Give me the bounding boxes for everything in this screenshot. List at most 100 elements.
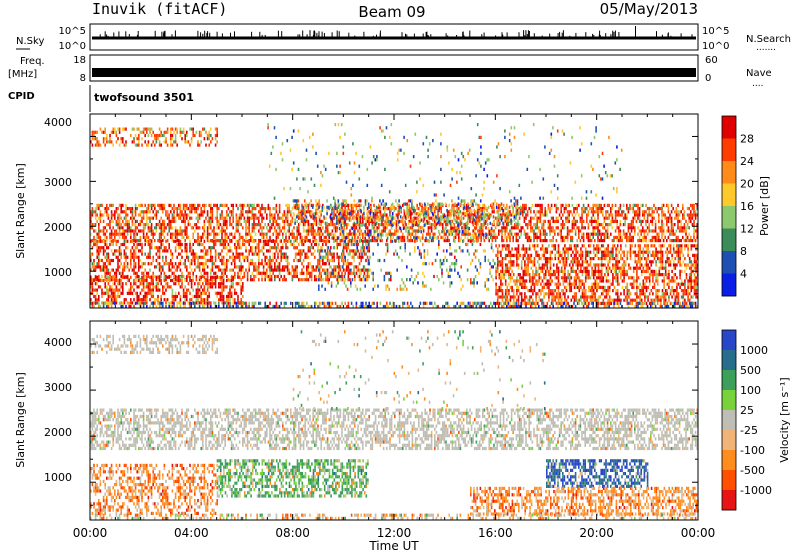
power-cell (263, 243, 265, 246)
power-cell (132, 246, 134, 249)
power-cell (136, 226, 138, 229)
power-cell (594, 204, 596, 207)
power-cell (136, 298, 138, 301)
power-cell (141, 272, 143, 275)
power-cell (176, 269, 178, 272)
power-cell (276, 220, 278, 223)
power-cell (548, 220, 550, 223)
power-cell (524, 247, 526, 250)
power-cell (581, 233, 583, 236)
power-cell (213, 233, 215, 236)
power-cell (180, 269, 182, 272)
power-cell (502, 263, 504, 266)
power-cell (204, 262, 206, 265)
power-cell (135, 246, 137, 249)
power-cell (162, 285, 164, 288)
power-cell (170, 253, 172, 256)
power-cell (384, 226, 386, 229)
power-cell (221, 262, 223, 265)
power-cell (178, 253, 180, 256)
power-cell (610, 207, 612, 210)
power-cell (135, 249, 137, 252)
power-cell (116, 207, 118, 210)
power-cell (538, 217, 540, 220)
power-cell (612, 217, 614, 220)
power-cell (330, 233, 332, 236)
power-cell (168, 265, 170, 268)
power-cell (530, 210, 532, 213)
power-cell (599, 210, 601, 213)
power-cell (507, 244, 509, 247)
power-cell (162, 239, 164, 242)
power-cell (585, 260, 587, 263)
power-cell (535, 283, 537, 286)
power-cell (101, 229, 103, 232)
power-cell (266, 217, 268, 220)
power-cell (564, 286, 566, 289)
power-cell (504, 229, 506, 232)
power-cell (524, 254, 526, 257)
power-cell (497, 263, 499, 266)
power-cell (582, 251, 584, 254)
power-cell (226, 213, 228, 216)
power-cell (223, 295, 225, 298)
power-cell (666, 204, 668, 207)
power-cell (266, 249, 268, 252)
power-cell (458, 239, 460, 242)
power-cell (252, 262, 254, 265)
power-cell (308, 229, 310, 232)
power-cell (325, 243, 327, 246)
power-cell (566, 251, 568, 254)
power-cell (547, 263, 549, 266)
power-cell (143, 272, 145, 275)
power-cell (288, 204, 290, 207)
power-cell (180, 259, 182, 262)
power-cell (442, 226, 444, 229)
power-cell (98, 298, 100, 301)
power-cell (248, 204, 250, 207)
power-cell (175, 229, 177, 232)
power-cell (296, 275, 298, 278)
power-cell (497, 267, 499, 270)
power-cell (276, 210, 278, 213)
power-cell (168, 285, 170, 288)
power-cell (410, 233, 412, 236)
power-cell (152, 279, 154, 282)
power-cell (367, 275, 369, 278)
power-cell (597, 210, 599, 213)
power-cell (620, 233, 622, 236)
power-cell (133, 282, 135, 285)
power-cell (111, 249, 113, 252)
power-cell (293, 272, 295, 275)
power-cell (508, 270, 510, 273)
power-cell (207, 298, 209, 301)
power-cell (143, 275, 145, 278)
power-cell (573, 223, 575, 226)
power-cell (104, 236, 106, 239)
power-cell (629, 233, 631, 236)
power-cell (280, 275, 282, 278)
power-cell (549, 226, 551, 229)
power-cell (226, 223, 228, 226)
power-cell (162, 269, 164, 272)
power-cell (261, 204, 263, 207)
power-cell (124, 262, 126, 265)
power-cell (164, 204, 166, 207)
power-cell (518, 267, 520, 270)
power-cell (288, 226, 290, 229)
power-cell (410, 239, 412, 242)
power-cell (552, 229, 554, 232)
power-cell (640, 239, 642, 242)
power-cell (116, 233, 118, 236)
power-cell (666, 220, 668, 223)
power-cell (360, 272, 362, 275)
power-cell (95, 282, 97, 285)
power-cell (292, 275, 294, 278)
power-cell (620, 204, 622, 207)
power-cell (252, 249, 254, 252)
power-cell (199, 236, 201, 239)
power-cell (184, 246, 186, 249)
power-cell (637, 217, 639, 220)
power-cell (524, 273, 526, 276)
power-cell (170, 259, 172, 262)
